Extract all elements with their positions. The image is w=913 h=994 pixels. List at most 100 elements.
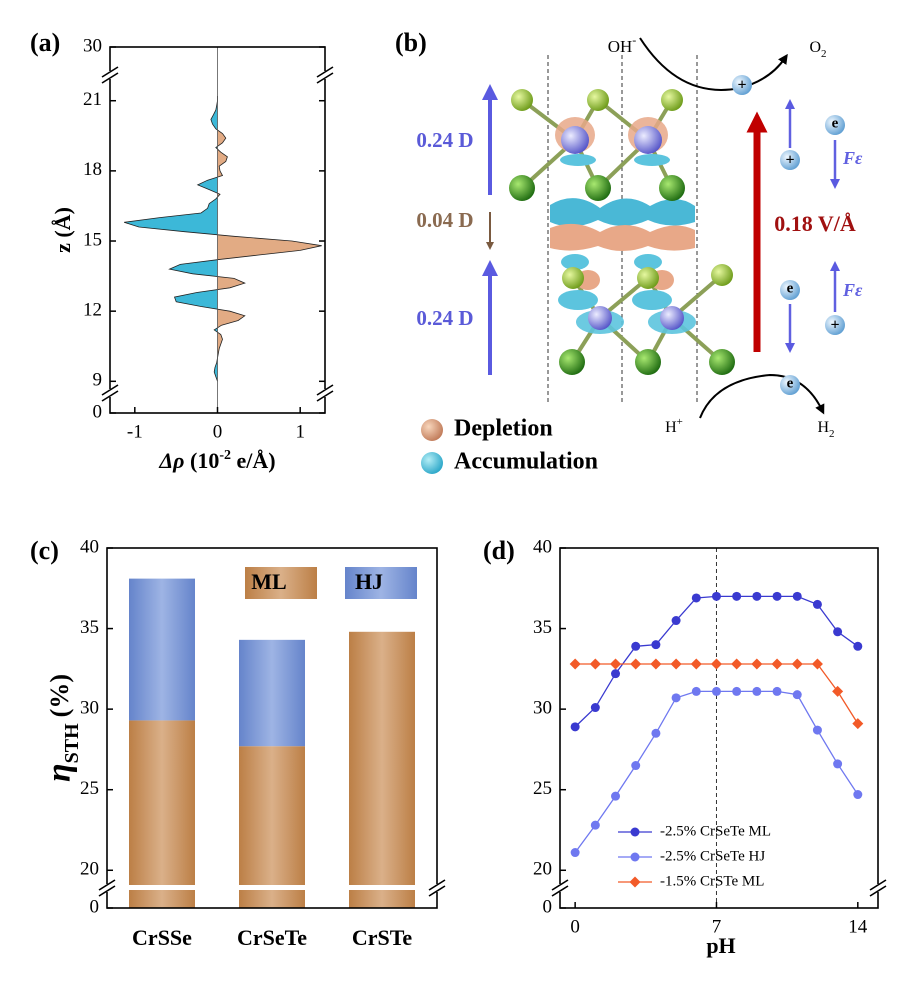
legend-swatch [421,452,443,474]
electron-label: e [832,115,839,131]
marker [853,790,863,800]
axis-break-mark [428,879,446,891]
y-tick-label: 30 [83,35,102,56]
axis-break-mark [316,390,334,402]
x-tick-label: -1 [127,421,143,442]
axis-break-mark [869,885,887,897]
product-label: O2 [809,39,826,60]
legend-label: Depletion [454,416,553,442]
legend-marker [630,852,640,862]
y-tick-label: 20 [80,859,99,880]
y-tick-label: 18 [83,159,102,180]
legend-swatch [421,419,443,441]
marker [630,658,642,670]
axis-break-gap [101,71,119,79]
dipole-label: 0.24 D [416,306,473,330]
hole-label: + [737,77,746,94]
marker [853,641,863,651]
marker [811,658,823,670]
x-tick-label: CrSeTe [237,925,307,950]
y-tick-label: 15 [83,229,102,250]
electron-label: e [787,280,794,296]
axis-break-mark [316,384,334,396]
marker [711,591,721,601]
legend-marker [630,827,640,837]
marker [631,641,641,651]
legend-label: -2.5% CrSeTe HJ [660,848,765,864]
chart-panel: (c) CrSSe CrSeTe CrSTe 0 20 25 30 35 40 ML HJ ηSTH(%… [30,536,446,950]
marker [731,658,743,670]
axis-break-mark [551,885,569,897]
axis-break-mark [316,72,334,84]
y-tick-label: 12 [83,300,102,321]
y-tick-label: 9 [93,370,103,391]
axis-break-mark [101,384,119,396]
positive-area [217,96,322,382]
y-axis-label: ηSTH(%) [41,674,83,782]
axis-break-gap [869,884,887,892]
marker [570,848,580,858]
marker [589,658,601,670]
axis-break-mark [428,885,446,897]
y-tick-label: 25 [80,778,99,799]
axis-break-gap [316,71,334,79]
reactant-label: H+ [665,416,683,436]
hole [825,315,845,335]
x-axis-label: pH [706,933,735,958]
marker [751,658,763,670]
axis-break-mark [869,879,887,891]
y-tick-label: 0 [90,896,100,917]
plot-frame [559,547,879,909]
marker [710,658,722,670]
chart-panel: (d) -2.5% CrSeTe ML -2.5% CrSeTe HJ -1.5% C… [483,536,887,958]
x-axis-label: Δρ (10-2 e/Å) [158,448,275,473]
marker [651,640,661,650]
legend-label: -1.5% CrSTe ML [660,873,764,889]
marker [690,658,702,670]
axis-break-mark [101,66,119,78]
dipole-label: 0.04 D [416,208,473,232]
marker [772,591,782,601]
hole [732,75,752,95]
bar [239,746,305,908]
axis-break-band [108,885,436,890]
bar [129,578,195,721]
dipole-label: 0.24 D [416,128,473,152]
y-tick-label: 0 [543,896,553,917]
axis-break-mark [316,66,334,78]
marker [671,616,681,626]
field-label: 0.18 V/Å [774,211,856,236]
reaction-arrow [639,37,788,91]
axis-break-gap [428,884,446,892]
electron [780,375,800,395]
y-tick-label: 30 [80,697,99,718]
y-tick-label: 0 [93,401,103,422]
x-tick-label: 0 [213,421,223,442]
diagram-panel: (b) 0.24 D 0.04 D 0.24 D 0.18 V/Å OH- + … [395,28,863,475]
y-tick-label: 21 [83,89,102,110]
plot-frame [106,547,438,909]
legend-label: -2.5% CrSeTe ML [660,823,771,839]
y-tick-label: 40 [80,536,99,557]
legend-swatch [245,567,317,599]
panel-label: (a) [30,28,60,57]
bar [349,631,415,908]
marker [670,658,682,670]
marker [611,791,621,801]
marker [590,703,600,713]
carrier-arrows [785,99,840,353]
marker [611,669,621,679]
axis-break-mark [98,879,116,891]
structure [509,89,735,375]
bar [239,639,305,747]
product-label: H2 [817,419,834,440]
x-tick-label: 1 [295,421,305,442]
marker [651,728,661,738]
x-tick-label: CrSTe [352,925,413,950]
marker [752,591,762,601]
x-tick-label: 7 [712,916,722,937]
marker [791,658,803,670]
axis-break-gap [316,389,334,397]
marker [833,627,843,637]
field-symbol: Fε [842,280,863,300]
